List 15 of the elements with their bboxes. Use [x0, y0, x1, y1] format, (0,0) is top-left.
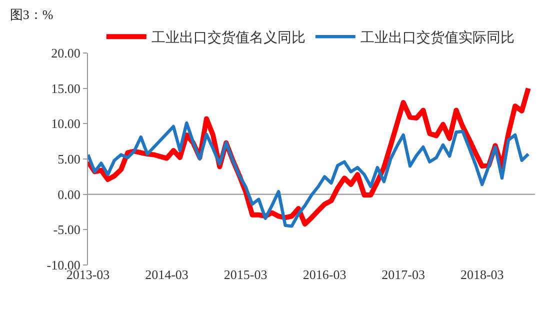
- y-tick-label: 20.00: [51, 46, 80, 61]
- x-tick-label: 2017-03: [382, 267, 426, 282]
- legend-label: 工业出口交货值名义同比: [151, 30, 306, 46]
- y-tick-label: -5.00: [53, 222, 80, 238]
- x-tick-label: 2016-03: [302, 267, 346, 282]
- x-tick-label: 2014-03: [145, 267, 188, 282]
- legend-label: 工业出口交货值实际同比: [360, 30, 514, 46]
- line-series: [88, 121, 530, 228]
- y-tick-label: 5.00: [58, 152, 80, 167]
- y-tick-label: 0.00: [58, 186, 80, 202]
- chart-title: 图3：%: [10, 6, 54, 22]
- y-tick-label: 10.00: [51, 116, 80, 132]
- y-tick-label: 15.00: [51, 80, 80, 96]
- x-tick-label: 2018-03: [460, 267, 504, 282]
- x-tick-label: 2015-03: [224, 267, 268, 282]
